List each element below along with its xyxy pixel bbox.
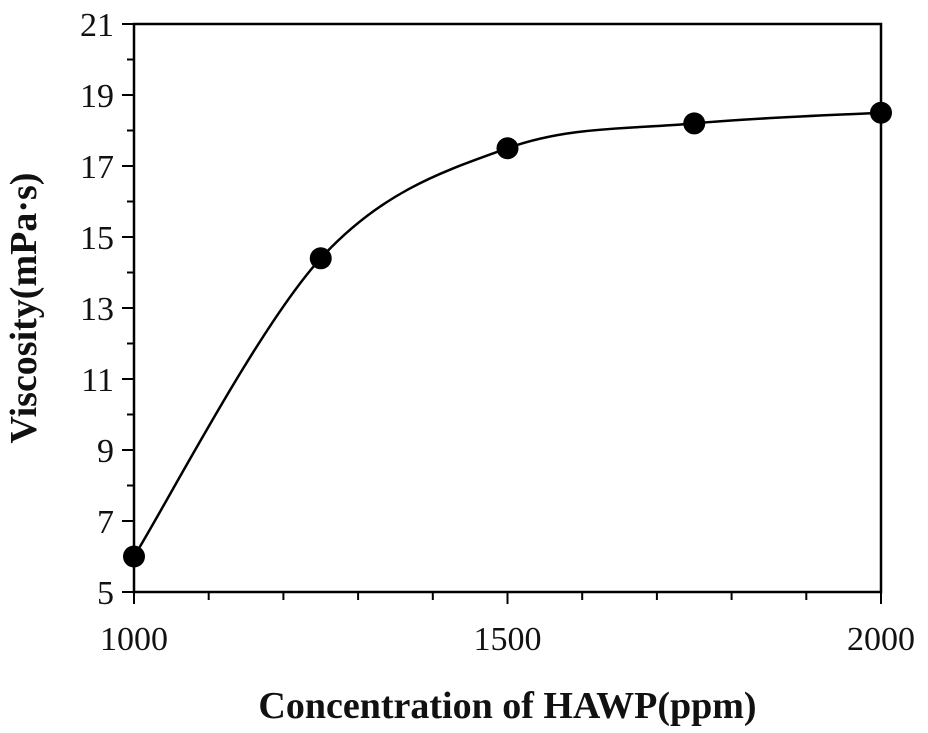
y-tick-label: 17 xyxy=(80,149,114,186)
points-layer xyxy=(123,101,892,568)
y-axis-title: Viscosity(mPa·s) xyxy=(3,173,45,444)
y-tick-label: 19 xyxy=(80,78,114,115)
plot-frame xyxy=(132,22,883,594)
x-tick-label: 1000 xyxy=(100,621,168,658)
x-tick-label: 2000 xyxy=(847,621,915,658)
y-tick-label: 5 xyxy=(97,575,114,612)
y-tick-label: 9 xyxy=(97,433,114,470)
y-tick-label: 11 xyxy=(81,362,114,399)
tick-labels-layer: 1000 1500 2000 5 7 9 11 13 15 17 19 21 xyxy=(80,7,915,658)
ticks-layer xyxy=(122,23,882,604)
y-tick-label: 13 xyxy=(80,291,114,328)
series-curve xyxy=(132,111,882,558)
data-point xyxy=(496,137,519,160)
y-tick-label: 21 xyxy=(80,7,114,44)
data-point xyxy=(309,247,332,270)
y-tick-label: 15 xyxy=(80,220,114,257)
x-axis-title: Concentration of HAWP(ppm) xyxy=(258,685,756,727)
y-tick-label: 7 xyxy=(97,504,114,541)
x-tick-label: 1500 xyxy=(474,621,542,658)
data-point xyxy=(683,112,706,135)
